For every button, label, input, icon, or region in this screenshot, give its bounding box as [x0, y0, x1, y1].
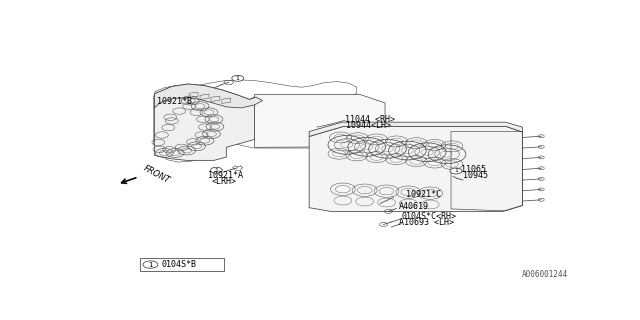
- Text: 1: 1: [454, 168, 458, 173]
- Text: FRONT: FRONT: [142, 164, 172, 185]
- Circle shape: [450, 168, 462, 174]
- Text: 10921*B: 10921*B: [157, 98, 192, 107]
- Circle shape: [211, 167, 222, 173]
- Polygon shape: [255, 95, 385, 147]
- Text: 10945: 10945: [463, 171, 488, 180]
- Circle shape: [232, 76, 244, 81]
- Polygon shape: [154, 84, 255, 160]
- Text: A006001244: A006001244: [522, 270, 568, 279]
- Text: 11044 <RH>: 11044 <RH>: [346, 115, 396, 124]
- Polygon shape: [309, 122, 522, 136]
- Text: 11065: 11065: [461, 165, 486, 174]
- Text: 10921*A: 10921*A: [208, 171, 243, 180]
- Text: 10944<LH>: 10944<LH>: [346, 121, 391, 130]
- Text: 1: 1: [214, 168, 218, 173]
- Text: 1: 1: [148, 261, 153, 268]
- Text: 10921*C: 10921*C: [406, 190, 442, 199]
- Polygon shape: [140, 258, 224, 271]
- Text: <LRH>: <LRH>: [211, 177, 236, 186]
- Text: A10693 <LH>: A10693 <LH>: [399, 218, 454, 227]
- Text: 1: 1: [236, 76, 239, 81]
- Polygon shape: [154, 84, 262, 108]
- Text: 0104S*C<RH>: 0104S*C<RH>: [401, 212, 456, 221]
- Text: A40619: A40619: [399, 202, 428, 211]
- Circle shape: [143, 261, 158, 268]
- Text: 0104S*B: 0104S*B: [162, 260, 197, 269]
- Polygon shape: [309, 127, 522, 212]
